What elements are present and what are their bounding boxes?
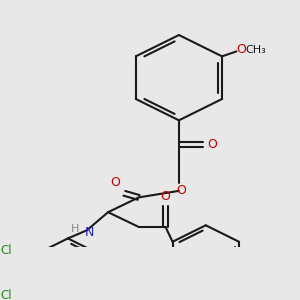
Text: O: O — [110, 176, 120, 189]
Text: N: N — [85, 226, 94, 239]
Text: O: O — [176, 184, 186, 197]
Text: O: O — [208, 138, 218, 152]
Text: H: H — [71, 224, 79, 234]
Text: O: O — [160, 190, 170, 203]
Text: CH₃: CH₃ — [245, 45, 266, 55]
Text: Cl: Cl — [0, 289, 12, 300]
Text: Cl: Cl — [0, 244, 12, 257]
Text: O: O — [236, 43, 246, 56]
